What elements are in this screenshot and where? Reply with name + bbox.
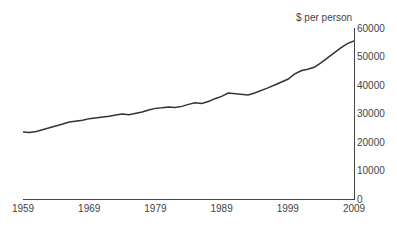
svg-text:1969: 1969 <box>78 203 101 214</box>
svg-text:20000: 20000 <box>357 137 385 148</box>
svg-text:0: 0 <box>357 194 363 205</box>
svg-text:50000: 50000 <box>357 51 385 62</box>
svg-text:2009: 2009 <box>343 203 366 214</box>
svg-text:1999: 1999 <box>277 203 300 214</box>
svg-text:1989: 1989 <box>210 203 233 214</box>
svg-text:60000: 60000 <box>357 23 385 34</box>
svg-text:1979: 1979 <box>144 203 167 214</box>
svg-text:30000: 30000 <box>357 108 385 119</box>
svg-text:$ per person: $ per person <box>296 12 352 23</box>
svg-text:10000: 10000 <box>357 165 385 176</box>
svg-text:40000: 40000 <box>357 80 385 91</box>
svg-text:1959: 1959 <box>12 203 35 214</box>
